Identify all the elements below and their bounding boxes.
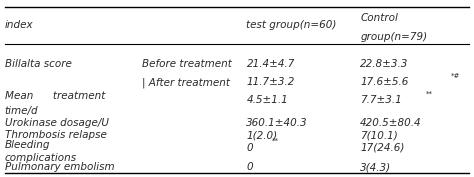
Text: Urokinase dosage/U: Urokinase dosage/U xyxy=(5,118,109,128)
Text: index: index xyxy=(5,20,33,30)
Text: Pulmonary embolism: Pulmonary embolism xyxy=(5,162,114,172)
Text: test group(n=60): test group(n=60) xyxy=(246,20,337,30)
Text: Billalta score: Billalta score xyxy=(5,59,72,69)
Text: group(n=79): group(n=79) xyxy=(360,32,428,42)
Text: 17(24.6): 17(24.6) xyxy=(360,143,405,153)
Text: 7(10.1): 7(10.1) xyxy=(360,130,398,140)
Text: 11.7±3.2: 11.7±3.2 xyxy=(246,77,295,87)
Text: complications: complications xyxy=(5,153,77,163)
Text: 17.6±5.6: 17.6±5.6 xyxy=(360,77,409,87)
Text: 22.8±3.3: 22.8±3.3 xyxy=(360,59,409,69)
Text: 0: 0 xyxy=(246,143,253,153)
Text: Thrombosis relapse: Thrombosis relapse xyxy=(5,130,107,140)
Text: **: ** xyxy=(426,90,433,96)
Text: *#: *# xyxy=(451,73,461,79)
Text: **: ** xyxy=(272,138,279,144)
Text: Mean      treatment: Mean treatment xyxy=(5,92,105,101)
Text: 420.5±80.4: 420.5±80.4 xyxy=(360,118,422,128)
Text: 21.4±4.7: 21.4±4.7 xyxy=(246,59,295,69)
Text: 0: 0 xyxy=(246,162,253,172)
Text: 360.1±40.3: 360.1±40.3 xyxy=(246,118,308,128)
Text: time/d: time/d xyxy=(5,106,38,116)
Text: 1(2.0): 1(2.0) xyxy=(246,130,278,140)
Text: | After treatment: | After treatment xyxy=(142,77,230,88)
Text: Bleeding: Bleeding xyxy=(5,141,50,150)
Text: 3(4.3): 3(4.3) xyxy=(360,162,392,172)
Text: Before treatment: Before treatment xyxy=(142,59,232,69)
Text: 7.7±3.1: 7.7±3.1 xyxy=(360,95,402,105)
Text: Control: Control xyxy=(360,13,398,23)
Text: 4.5±1.1: 4.5±1.1 xyxy=(246,95,288,105)
